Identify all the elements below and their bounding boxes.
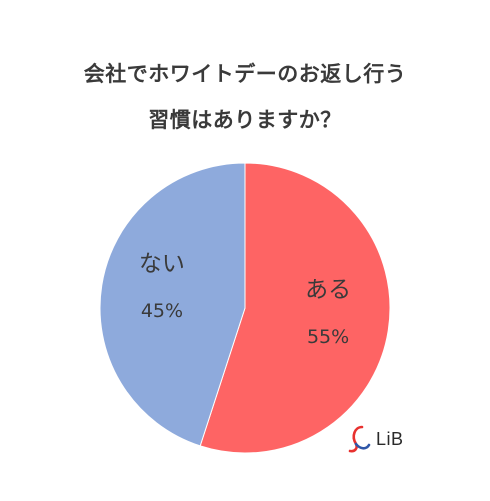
chart-title-line-1: 会社でホワイトデーのお返し行う: [83, 62, 407, 86]
pie-slice-1: [199, 162, 391, 454]
lib-logo: LiB: [346, 424, 404, 454]
pie-slice-label-1: ある: [305, 277, 351, 303]
pie-slice-2: [99, 162, 246, 447]
pie-slice-label-2: ない: [139, 251, 185, 277]
lib-ribbon-logo-icon: [348, 425, 371, 453]
pie-slice-value-label-2: 45%: [141, 300, 183, 322]
pie-slice-value-label-1: 55%: [307, 326, 349, 348]
chart-title-line-2: 習慣はありますか？: [148, 108, 342, 132]
lib-logo-text: LiB: [376, 428, 404, 449]
